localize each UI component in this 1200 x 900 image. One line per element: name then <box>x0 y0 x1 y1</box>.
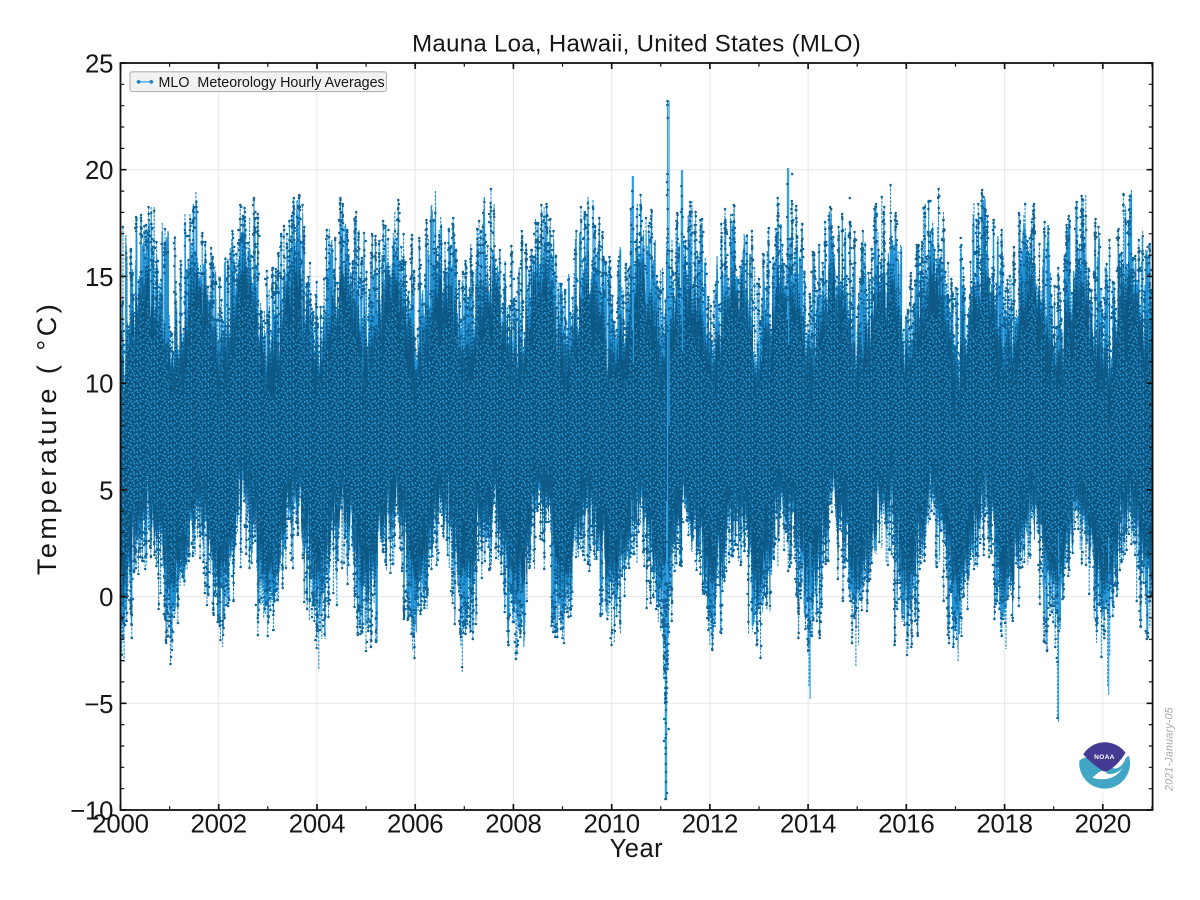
svg-text:2008: 2008 <box>485 811 541 839</box>
svg-text:2014: 2014 <box>780 811 836 839</box>
svg-text:Mauna Loa, Hawaii, United Stat: Mauna Loa, Hawaii, United States (MLO) <box>412 31 861 58</box>
svg-text:2002: 2002 <box>191 811 247 839</box>
svg-text:2004: 2004 <box>289 811 345 839</box>
svg-text:2021-January-05: 2021-January-05 <box>1163 707 1175 792</box>
svg-text:10: 10 <box>85 371 113 399</box>
svg-text:Temperature ( °C): Temperature ( °C) <box>32 301 62 575</box>
svg-text:Year: Year <box>610 835 664 863</box>
svg-text:2020: 2020 <box>1075 811 1131 839</box>
svg-text:25: 25 <box>85 51 113 79</box>
svg-text:2000: 2000 <box>92 811 148 839</box>
svg-text:2006: 2006 <box>387 811 443 839</box>
svg-text:2016: 2016 <box>878 811 934 839</box>
svg-text:2010: 2010 <box>584 811 640 839</box>
svg-text:MLO Meteorology Hourly Averag: MLO Meteorology Hourly Averages <box>159 75 385 91</box>
svg-text:2018: 2018 <box>976 811 1032 839</box>
svg-text:−5: −5 <box>84 691 113 719</box>
svg-text:15: 15 <box>85 264 113 292</box>
svg-text:5: 5 <box>99 477 113 505</box>
svg-text:NOAA: NOAA <box>1094 754 1115 761</box>
svg-text:0: 0 <box>99 584 113 612</box>
svg-text:−10: −10 <box>70 798 113 826</box>
svg-text:2012: 2012 <box>682 811 738 839</box>
svg-text:20: 20 <box>85 157 113 185</box>
